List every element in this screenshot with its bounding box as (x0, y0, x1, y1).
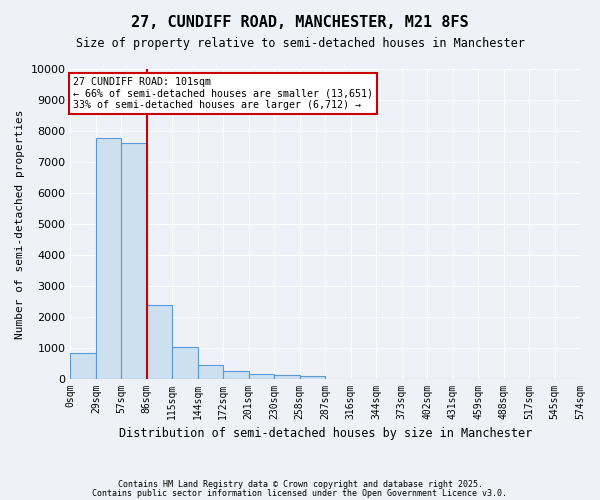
Bar (198, 365, 223, 378)
Bar (300, 376, 325, 378)
Text: 27 CUNDIFF ROAD: 101sqm
← 66% of semi-detached houses are smaller (13,651)
33% o: 27 CUNDIFF ROAD: 101sqm ← 66% of semi-de… (73, 76, 373, 110)
Bar (223, 371, 249, 378)
X-axis label: Distribution of semi-detached houses by size in Manchester: Distribution of semi-detached houses by … (119, 427, 532, 440)
Bar (70, 353, 96, 378)
Bar (121, 144, 147, 378)
Y-axis label: Number of semi-detached properties: Number of semi-detached properties (15, 109, 25, 338)
Text: Size of property relative to semi-detached houses in Manchester: Size of property relative to semi-detach… (76, 38, 524, 51)
Bar (172, 347, 198, 378)
Text: 27, CUNDIFF ROAD, MANCHESTER, M21 8FS: 27, CUNDIFF ROAD, MANCHESTER, M21 8FS (131, 15, 469, 30)
Bar (96, 138, 121, 378)
Bar (274, 375, 300, 378)
Bar (249, 374, 274, 378)
Bar (147, 305, 172, 378)
Text: Contains public sector information licensed under the Open Government Licence v3: Contains public sector information licen… (92, 489, 508, 498)
Text: Contains HM Land Registry data © Crown copyright and database right 2025.: Contains HM Land Registry data © Crown c… (118, 480, 482, 489)
